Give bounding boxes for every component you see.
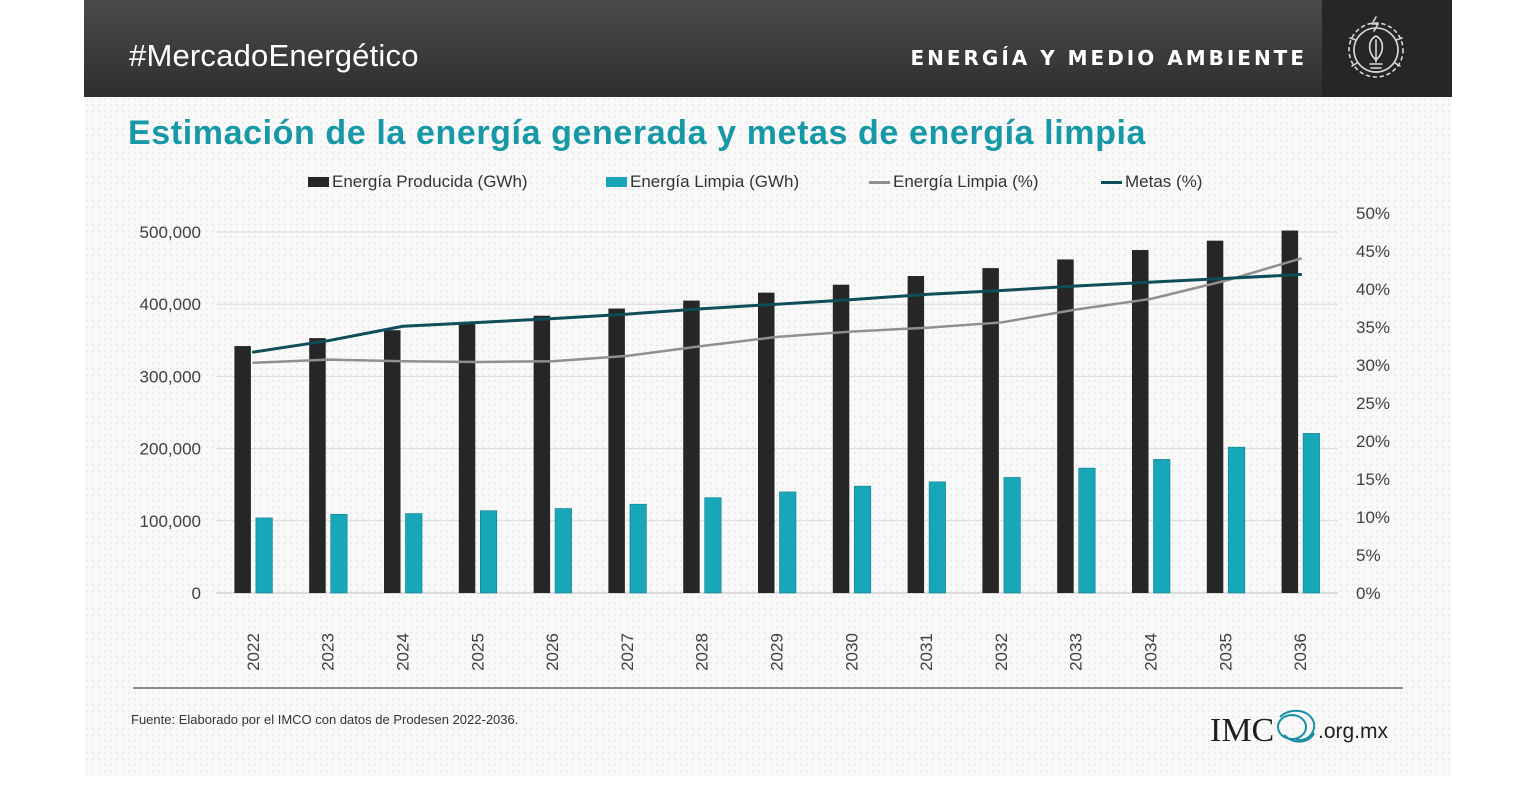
- y-right-tick-label: 5%: [1356, 546, 1381, 565]
- legend-label-produced: Energía Producida (GWh): [332, 172, 528, 191]
- bar-energia-producida: [1206, 240, 1224, 593]
- x-tick-label: 2026: [543, 633, 562, 671]
- y-right-tick-label: 30%: [1356, 356, 1390, 375]
- section-label: ENERGÍA Y MEDIO AMBIENTE: [910, 46, 1307, 70]
- legend-swatch-clean-pct: [869, 180, 890, 184]
- bar-energia-producida: [384, 330, 401, 593]
- imco-logo-mark: IMC .org.mx: [1210, 709, 1389, 749]
- bar-energia-limpia: [1153, 459, 1171, 594]
- x-tick-label: 2027: [618, 633, 637, 671]
- bar-energia-limpia: [629, 503, 647, 594]
- bar-energia-limpia: [479, 510, 498, 594]
- x-tick-label: 2030: [842, 633, 861, 671]
- bar-energia-producida: [234, 346, 251, 593]
- bar-energia-producida: [608, 308, 625, 593]
- source-note: Fuente: Elaborado por el IMCO con datos …: [131, 712, 519, 727]
- legend-item-clean-pct: Energía Limpia (%): [869, 172, 1039, 192]
- bar-energia-producida: [1057, 259, 1074, 593]
- x-tick-label: 2022: [244, 633, 263, 671]
- bar-energia-producida: [907, 276, 925, 593]
- bar-energia-producida: [683, 300, 700, 593]
- bar-energia-limpia: [779, 491, 797, 594]
- y-left-tick-label: 300,000: [140, 367, 201, 386]
- y-right-tick-label: 35%: [1356, 318, 1390, 337]
- y-left-tick-label: 100,000: [140, 512, 201, 531]
- bar-energia-producida: [758, 292, 775, 593]
- x-tick-label: 2024: [393, 633, 412, 671]
- bar-energia-producida: [1132, 250, 1149, 594]
- bar-energia-limpia: [405, 513, 423, 594]
- y-left-tick-label: 400,000: [140, 295, 201, 314]
- bar-energia-limpia: [330, 514, 348, 594]
- y-left-tick-label: 0: [192, 584, 201, 603]
- y-right-tick-label: 15%: [1356, 470, 1390, 489]
- bar-energia-limpia: [1078, 467, 1096, 594]
- legend-label-clean: Energía Limpia (GWh): [630, 172, 800, 191]
- x-tick-label: 2025: [468, 633, 487, 671]
- x-tick-label: 2029: [767, 633, 786, 671]
- y-right-tick-label: 25%: [1356, 394, 1390, 413]
- bar-energia-limpia: [853, 485, 872, 594]
- hashtag-label: #MercadoEnergético: [129, 38, 419, 73]
- y-right-tick-label: 50%: [1356, 204, 1390, 223]
- section-icon-box: [1322, 0, 1452, 97]
- imco-logo: IMC .org.mx: [1210, 703, 1410, 753]
- legend-swatch-produced: [308, 177, 329, 187]
- bar-energia-limpia: [704, 497, 722, 594]
- legend-swatch-clean: [606, 177, 627, 187]
- legend-item-goals: Metas (%): [1101, 172, 1202, 192]
- bar-energia-limpia: [928, 481, 946, 594]
- header-banner: [84, 0, 1452, 97]
- legend-item-clean: Energía Limpia (GWh): [606, 172, 799, 192]
- bar-energia-producida: [1281, 230, 1299, 593]
- y-right-tick-label: 20%: [1356, 432, 1390, 451]
- x-tick-label: 2031: [917, 633, 936, 671]
- bar-energia-producida: [458, 323, 476, 593]
- y-left-tick-label: 500,000: [140, 223, 201, 242]
- x-tick-label: 2028: [693, 633, 712, 671]
- y-right-tick-label: 45%: [1356, 242, 1390, 261]
- legend-item-produced: Energía Producida (GWh): [308, 172, 528, 192]
- x-tick-label: 2035: [1216, 633, 1235, 671]
- legend-swatch-goals: [1101, 180, 1122, 184]
- bar-energia-limpia: [1228, 446, 1246, 594]
- x-tick-label: 2036: [1291, 633, 1310, 671]
- logo-imco-text: IMC: [1210, 712, 1274, 749]
- bar-energia-producida: [309, 338, 326, 593]
- bar-energia-producida: [533, 315, 551, 593]
- bar-energia-limpia: [255, 517, 273, 594]
- x-tick-label: 2032: [992, 633, 1011, 671]
- legend-label-clean-pct: Energía Limpia (%): [893, 172, 1039, 191]
- bar-energia-limpia: [1003, 477, 1021, 594]
- line-energia-limpia-pct: [252, 257, 1302, 364]
- bar-energia-limpia: [554, 508, 572, 594]
- x-tick-label: 2033: [1067, 633, 1086, 671]
- chart-title: Estimación de la energía generada y meta…: [128, 114, 1147, 152]
- legend-label-goals: Metas (%): [1125, 172, 1203, 191]
- line-metas-pct: [251, 273, 1303, 354]
- y-right-tick-label: 10%: [1356, 508, 1390, 527]
- bar-energia-producida: [832, 284, 850, 593]
- lightbulb-leaf-icon: [1348, 16, 1404, 78]
- y-right-tick-label: 0%: [1356, 584, 1381, 603]
- logo-domain-text: .org.mx: [1318, 720, 1389, 743]
- bar-energia-producida: [982, 268, 999, 593]
- bar-energia-limpia: [1302, 433, 1320, 594]
- y-left-tick-label: 200,000: [140, 440, 201, 459]
- footer-divider: [133, 687, 1403, 689]
- y-right-tick-label: 40%: [1356, 280, 1390, 299]
- x-tick-label: 2034: [1141, 633, 1160, 671]
- x-tick-label: 2023: [319, 633, 338, 671]
